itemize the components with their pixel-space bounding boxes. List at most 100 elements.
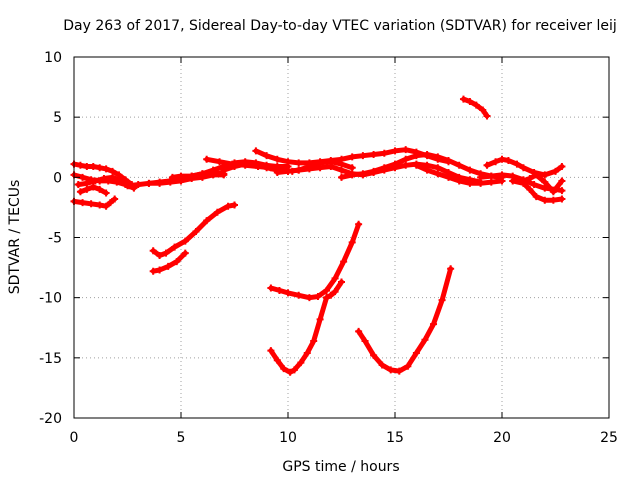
- data-point: [295, 291, 303, 299]
- data-point: [541, 196, 549, 204]
- data-point: [89, 183, 97, 191]
- data-point: [192, 227, 200, 235]
- data-point: [171, 243, 179, 251]
- data-point: [504, 156, 512, 164]
- data-point: [305, 159, 313, 167]
- data-point: [327, 163, 335, 171]
- data-point: [209, 166, 217, 174]
- data-point: [348, 164, 356, 172]
- data-point: [164, 262, 172, 270]
- series-arc-14: [412, 161, 506, 187]
- data-point: [327, 291, 335, 299]
- data-point: [96, 164, 104, 172]
- data-point: [483, 112, 491, 120]
- series-arc-7: [145, 171, 228, 187]
- data-point: [459, 95, 467, 103]
- y-tick-label: 10: [44, 50, 62, 66]
- data-point: [370, 167, 378, 175]
- data-point: [316, 158, 324, 166]
- data-point: [102, 202, 110, 210]
- data-point: [273, 155, 281, 163]
- data-point: [231, 201, 238, 209]
- data-point: [115, 171, 123, 179]
- data-point: [477, 179, 485, 187]
- data-point: [404, 362, 412, 370]
- data-point: [498, 171, 506, 179]
- data-point: [198, 170, 206, 178]
- data-point: [402, 155, 410, 163]
- y-axis-label: SDTVAR / TECUs: [7, 180, 23, 295]
- data-point: [380, 149, 388, 157]
- series-trace: [150, 202, 237, 258]
- data-point: [492, 158, 500, 166]
- data-point: [156, 266, 164, 274]
- data-point: [348, 171, 356, 179]
- data-point: [275, 286, 283, 294]
- data-point: [156, 252, 164, 260]
- data-point: [224, 202, 232, 210]
- data-point: [327, 156, 335, 164]
- data-point: [387, 366, 395, 374]
- data-point: [303, 349, 311, 357]
- data-point: [216, 158, 224, 166]
- x-axis-label: GPS time / hours: [282, 459, 399, 475]
- data-point: [445, 173, 452, 181]
- data-point: [558, 195, 566, 203]
- data-point: [102, 165, 110, 173]
- data-point: [558, 163, 566, 171]
- data-point: [391, 160, 399, 168]
- y-tick-label: 5: [53, 110, 62, 126]
- axis-ticks: 0 5 10 15 20 25 -20 -15 -10 -5 0 5 10: [39, 50, 618, 446]
- data-point: [430, 320, 438, 328]
- data-point: [310, 337, 318, 345]
- data-point: [106, 199, 114, 207]
- series-arc-5: [70, 195, 119, 210]
- data-point: [290, 366, 298, 374]
- data-point: [263, 152, 271, 160]
- data-point: [284, 158, 292, 166]
- data-point: [323, 294, 331, 302]
- data-point: [395, 367, 403, 375]
- x-tick-label: 5: [177, 430, 186, 446]
- x-tick-label: 0: [70, 430, 79, 446]
- data-point: [213, 208, 221, 216]
- series-arc-4: [76, 183, 110, 197]
- data-point: [173, 258, 181, 266]
- data-point: [89, 163, 97, 171]
- series-trace: [268, 295, 329, 375]
- series-arc-25: [355, 265, 455, 375]
- data-point: [177, 172, 185, 180]
- data-point: [109, 167, 117, 175]
- x-tick-label: 25: [600, 430, 618, 446]
- data-point: [359, 170, 367, 178]
- data-point: [479, 106, 487, 114]
- data-point: [509, 177, 517, 185]
- data-point: [252, 161, 260, 169]
- data-point: [466, 98, 474, 106]
- series-arc-21: [149, 249, 189, 275]
- data-point: [541, 171, 549, 179]
- data-point: [338, 166, 345, 174]
- series-trace: [339, 152, 505, 180]
- data-point: [541, 178, 549, 186]
- data-point: [355, 327, 363, 335]
- data-point: [96, 201, 104, 209]
- data-point: [305, 294, 313, 302]
- data-point: [558, 177, 566, 185]
- data-point: [168, 173, 176, 181]
- data-point: [76, 161, 84, 169]
- data-point: [273, 356, 281, 364]
- data-point: [361, 337, 369, 345]
- data-point: [267, 284, 275, 292]
- data-point: [156, 179, 164, 187]
- data-point: [519, 177, 527, 185]
- data-point: [76, 188, 84, 196]
- data-point: [552, 167, 559, 175]
- data-point: [466, 166, 474, 174]
- data-point: [423, 166, 431, 174]
- data-point: [348, 238, 356, 246]
- data-point: [286, 368, 294, 376]
- data-point: [83, 179, 91, 187]
- data-point: [87, 200, 95, 208]
- data-point: [267, 347, 275, 355]
